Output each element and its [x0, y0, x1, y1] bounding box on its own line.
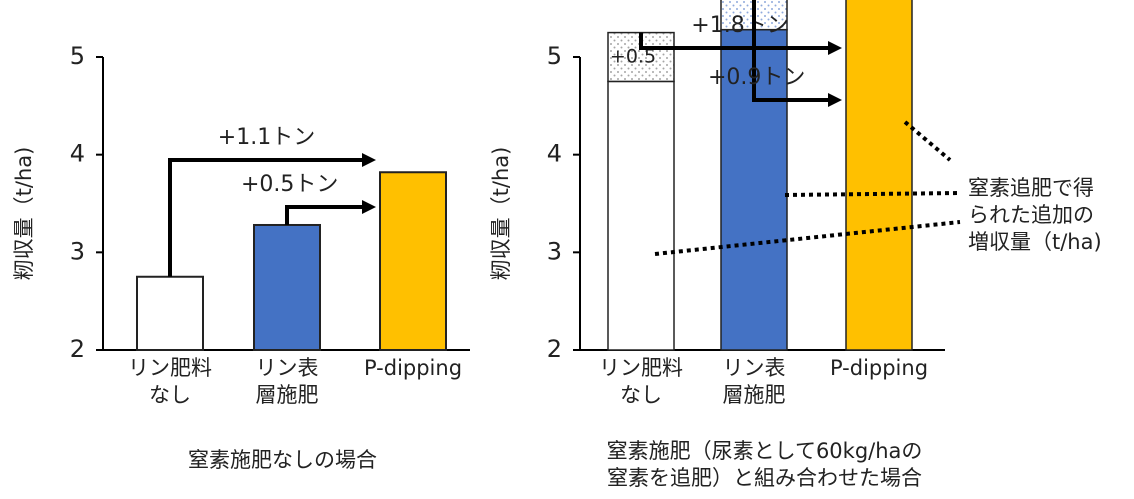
- y-tick-label: 2: [70, 335, 85, 363]
- annotation: +1.1トン: [218, 125, 315, 150]
- leader-line: [784, 191, 961, 197]
- arrow: [752, 0, 830, 102]
- arrow-head: [828, 93, 842, 107]
- leader-line: [903, 120, 952, 162]
- x-tick-label: リン肥料 なし: [599, 356, 683, 407]
- y-tick-label: 4: [70, 140, 85, 168]
- arrow-head: [362, 200, 376, 214]
- x-axis-label: 窒素施肥なしの場合: [188, 448, 377, 472]
- y-axis-label: 籾収量（t/ha): [12, 147, 36, 281]
- y-tick-label: 2: [547, 335, 562, 363]
- x-tick-label: P-dipping: [829, 356, 929, 380]
- y-axis-label: 籾収量（t/ha): [489, 147, 513, 281]
- x-tick-label: P-dipping: [363, 356, 463, 380]
- bar: [379, 171, 447, 351]
- arrow: [168, 158, 364, 277]
- note: 窒素追肥で得 られた追加の 増収量（t/ha): [968, 176, 1102, 254]
- arrow: [639, 32, 830, 50]
- x-axis-label: 窒素施肥（尿素として60kg/haの 窒素を追肥）と組み合わせた場合: [606, 439, 923, 490]
- x-tick-label: リン表 層施肥: [722, 356, 786, 407]
- annotation: +0.9トン: [708, 65, 805, 90]
- y-tick-label: 5: [70, 42, 85, 70]
- bar: [136, 275, 204, 351]
- arrow: [285, 205, 364, 225]
- annotation: +0.5トン: [241, 172, 338, 197]
- y-tick-label: 3: [547, 237, 562, 265]
- x-tick-label: リン肥料 なし: [128, 356, 212, 407]
- bar-segment: [607, 80, 675, 351]
- y-tick-label: 3: [70, 237, 85, 265]
- data-label: +0.5: [610, 46, 656, 68]
- y-tick-label: 4: [547, 140, 562, 168]
- y-tick-label: 5: [547, 42, 562, 70]
- bar-segment: [845, 0, 913, 351]
- arrow-head: [362, 153, 376, 167]
- bar-segment: [607, 31, 675, 83]
- x-tick-label: リン表 層施肥: [255, 356, 319, 407]
- annotation: +1.8トン: [691, 13, 788, 38]
- leader-line: [654, 220, 961, 256]
- arrow-head: [828, 41, 842, 55]
- bar: [253, 223, 321, 351]
